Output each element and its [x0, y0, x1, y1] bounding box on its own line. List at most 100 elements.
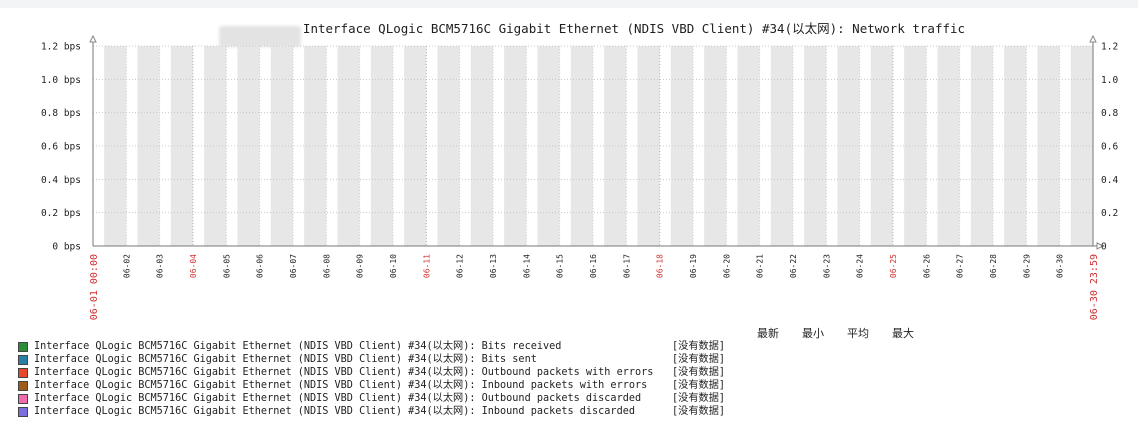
day-band [437, 46, 460, 246]
legend-label: Interface QLogic BCM5716C Gigabit Ethern… [34, 354, 537, 365]
legend-item: Interface QLogic BCM5716C Gigabit Ethern… [18, 353, 798, 366]
stat-header-max: 最大 [892, 327, 914, 340]
x-tick-label: 06-27 [956, 254, 965, 278]
legend-item: Interface QLogic BCM5716C Gigabit Ethern… [18, 340, 798, 353]
day-band [570, 46, 593, 246]
x-tick-label: 06-16 [589, 254, 598, 278]
y-tick-label-right: 0 [1101, 242, 1107, 253]
legend-status: [没有数据] [672, 354, 726, 365]
y-tick-label-left: 0.6 bps [41, 142, 81, 153]
network-traffic-chart: Interface QLogic BCM5716C Gigabit Ethern… [41, 21, 1118, 320]
x-tick-label: 06-05 [222, 254, 231, 278]
x-tick-label: 06-24 [856, 254, 865, 278]
legend-label: Interface QLogic BCM5716C Gigabit Ethern… [34, 406, 635, 417]
x-tick-label: 06-10 [389, 254, 398, 278]
legend-swatch [18, 367, 28, 378]
legend-swatch [18, 406, 28, 417]
legend-swatch [18, 393, 28, 404]
day-band [837, 46, 860, 246]
y-tick-label-right: 0.2 [1101, 208, 1118, 219]
x-tick-label: 06-14 [522, 254, 531, 278]
x-tick-label: 06-20 [722, 254, 731, 278]
y-tick-label-right: 1.0 [1101, 75, 1118, 86]
x-end-label: 06-30 23:59 [1089, 254, 1100, 320]
chart-legend: Interface QLogic BCM5716C Gigabit Ethern… [18, 340, 798, 418]
legend-swatch [18, 380, 28, 391]
legend-status: [没有数据] [672, 367, 726, 378]
x-tick-label: 06-08 [322, 254, 331, 278]
x-tick-label: 06-09 [356, 254, 365, 278]
legend-swatch [18, 341, 28, 352]
x-tick-label: 06-28 [989, 254, 998, 278]
y-axis-arrow-left [89, 34, 97, 43]
x-tick-label: 06-02 [122, 254, 131, 278]
day-band [1070, 46, 1093, 246]
day-band [404, 46, 427, 246]
x-tick-label: 06-11 [422, 254, 431, 278]
x-tick-label: 06-13 [489, 254, 498, 278]
legend-label: Interface QLogic BCM5716C Gigabit Ethern… [34, 393, 642, 404]
graph-panel: Interface QLogic BCM5716C Gigabit Ethern… [0, 8, 1138, 426]
chart-title: Interface QLogic BCM5716C Gigabit Ethern… [303, 21, 965, 36]
day-band [1037, 46, 1060, 246]
x-tick-label: 06-30 [1056, 254, 1065, 278]
y-tick-label-left: 1.2 bps [41, 42, 81, 53]
legend-item: Interface QLogic BCM5716C Gigabit Ethern… [18, 366, 798, 379]
y-tick-label-left: 0.2 bps [41, 208, 81, 219]
day-band [470, 46, 493, 246]
x-tick-label: 06-23 [822, 254, 831, 278]
y-tick-label-left: 0.8 bps [41, 108, 81, 119]
x-tick-label: 06-07 [289, 254, 298, 278]
x-tick-label: 06-03 [156, 254, 165, 278]
x-tick-label: 06-06 [256, 254, 265, 278]
y-tick-label-right: 0.4 [1101, 175, 1118, 186]
x-tick-label: 06-26 [922, 254, 931, 278]
day-band [104, 46, 127, 246]
y-tick-label-left: 0.4 bps [41, 175, 81, 186]
y-tick-label-right: 0.8 [1101, 108, 1118, 119]
day-band [504, 46, 527, 246]
legend-label: Interface QLogic BCM5716C Gigabit Ethern… [34, 380, 648, 391]
legend-label: Interface QLogic BCM5716C Gigabit Ethern… [34, 367, 654, 378]
day-band [770, 46, 793, 246]
day-band [804, 46, 827, 246]
x-tick-label: 06-25 [889, 254, 898, 278]
x-tick-labels: 06-02 06-03 06-04 06-05 06-06 06-07 06-08 06-09… [89, 254, 1100, 320]
legend-item: Interface QLogic BCM5716C Gigabit Ethern… [18, 392, 798, 405]
day-band [870, 46, 893, 246]
x-tick-label: 06-19 [689, 254, 698, 278]
day-band [204, 46, 227, 246]
x-start-label: 06-01 00:00 [89, 254, 100, 320]
x-tick-label: 06-12 [456, 254, 465, 278]
grid-lines [93, 45, 1093, 247]
stat-header-avg: 平均 [847, 327, 869, 340]
y-tick-label-right: 1.2 [1101, 42, 1118, 53]
day-band [237, 46, 260, 246]
legend-swatch [18, 354, 28, 365]
legend-status: [没有数据] [672, 406, 726, 417]
y-tick-labels: 0 bps 0.2 bps 0.4 bps 0.6 bps 0.8 bps 1.0 bps… [41, 42, 1118, 253]
legend-stat-headers: 最新 最小 平均 最大 [757, 325, 937, 341]
day-band [704, 46, 727, 246]
x-tick-label: 06-17 [622, 254, 631, 278]
x-tick-label: 06-04 [189, 254, 198, 278]
day-band [737, 46, 760, 246]
day-band [137, 46, 160, 246]
stat-header-last: 最新 [757, 327, 779, 340]
stat-header-min: 最小 [802, 327, 824, 340]
axes [89, 34, 1105, 250]
day-band [1004, 46, 1027, 246]
x-tick-label: 06-21 [756, 254, 765, 278]
x-axis-arrow [1096, 242, 1105, 250]
x-tick-label: 06-22 [789, 254, 798, 278]
x-tick-label: 06-29 [1022, 254, 1031, 278]
legend-status: [没有数据] [672, 341, 726, 352]
x-tick-label: 06-18 [656, 254, 665, 278]
y-tick-label-right: 0.6 [1101, 142, 1118, 153]
legend-item: Interface QLogic BCM5716C Gigabit Ethern… [18, 405, 798, 418]
day-band [270, 46, 293, 246]
y-tick-label-left: 1.0 bps [41, 75, 81, 86]
legend-label: Interface QLogic BCM5716C Gigabit Ethern… [34, 341, 562, 352]
x-tick-label: 06-15 [556, 254, 565, 278]
day-band [537, 46, 560, 246]
